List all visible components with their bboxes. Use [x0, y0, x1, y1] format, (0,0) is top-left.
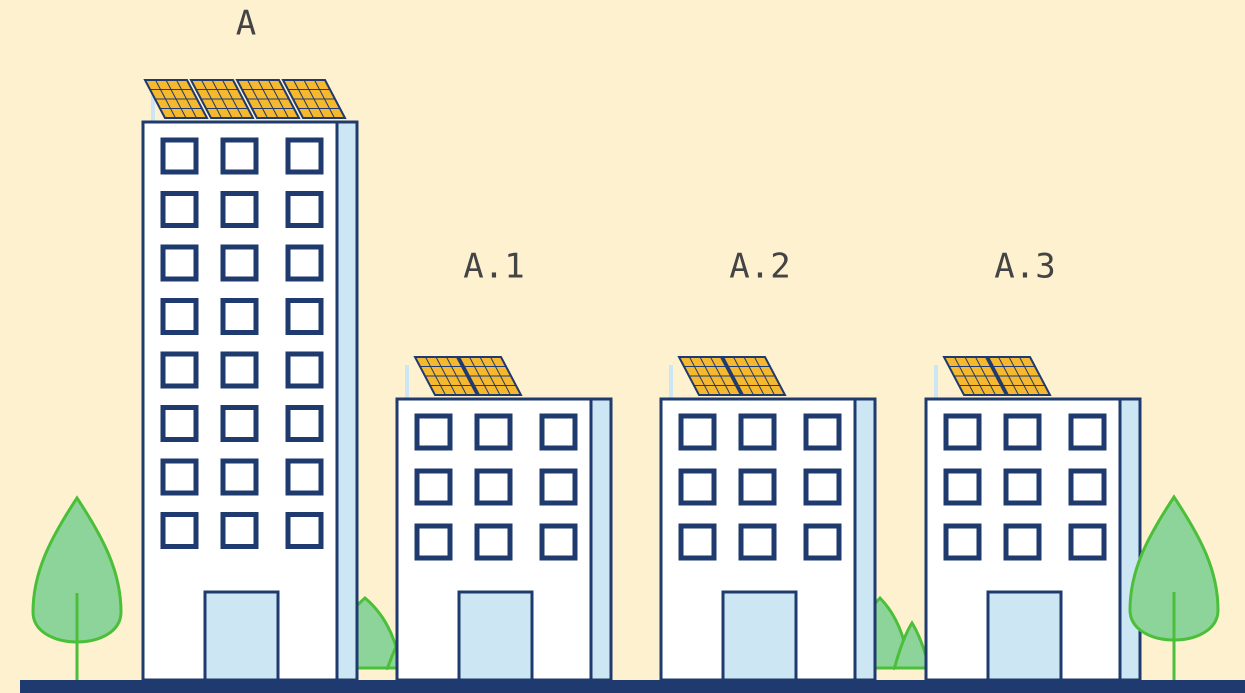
- window: [806, 471, 839, 503]
- window: [806, 416, 839, 448]
- window: [946, 526, 979, 558]
- window: [163, 301, 196, 333]
- building-label: A.1: [463, 247, 524, 287]
- window: [681, 526, 714, 558]
- window: [163, 140, 196, 172]
- window: [288, 140, 321, 172]
- window: [223, 194, 256, 226]
- window: [223, 461, 256, 493]
- window: [223, 408, 256, 440]
- window: [288, 461, 321, 493]
- building-side: [591, 399, 611, 680]
- window: [542, 471, 575, 503]
- window: [477, 471, 510, 503]
- building-side: [855, 399, 875, 680]
- window: [542, 526, 575, 558]
- window: [223, 247, 256, 279]
- window: [288, 408, 321, 440]
- window: [223, 515, 256, 547]
- window: [288, 354, 321, 386]
- window: [223, 301, 256, 333]
- window: [741, 471, 774, 503]
- window: [1071, 526, 1104, 558]
- building-label: A.2: [729, 247, 790, 287]
- window: [741, 416, 774, 448]
- door: [988, 592, 1061, 680]
- window: [288, 301, 321, 333]
- window: [163, 515, 196, 547]
- window: [223, 140, 256, 172]
- window: [681, 471, 714, 503]
- window: [288, 247, 321, 279]
- window: [1006, 526, 1039, 558]
- window: [163, 354, 196, 386]
- building-label: A.3: [994, 247, 1055, 287]
- window: [288, 515, 321, 547]
- window: [806, 526, 839, 558]
- window: [417, 471, 450, 503]
- window: [163, 461, 196, 493]
- window: [946, 416, 979, 448]
- window: [542, 416, 575, 448]
- window: [417, 526, 450, 558]
- panel-stand: [934, 365, 938, 399]
- window: [1071, 471, 1104, 503]
- window: [1071, 416, 1104, 448]
- window: [163, 194, 196, 226]
- window: [163, 247, 196, 279]
- scene: A A.1 A.2 A.3: [0, 0, 1245, 693]
- door: [723, 592, 796, 680]
- door: [459, 592, 532, 680]
- window: [946, 471, 979, 503]
- window: [223, 354, 256, 386]
- window: [477, 526, 510, 558]
- panel-stand: [669, 365, 673, 399]
- window: [681, 416, 714, 448]
- building-side: [1120, 399, 1140, 680]
- building-label: A: [236, 4, 256, 44]
- window: [1006, 471, 1039, 503]
- window: [1006, 416, 1039, 448]
- window: [417, 416, 450, 448]
- window: [741, 526, 774, 558]
- panel-stand: [405, 365, 409, 399]
- window: [288, 194, 321, 226]
- building-side: [337, 122, 357, 680]
- window: [477, 416, 510, 448]
- ground: [20, 680, 1245, 693]
- door: [205, 592, 278, 680]
- window: [163, 408, 196, 440]
